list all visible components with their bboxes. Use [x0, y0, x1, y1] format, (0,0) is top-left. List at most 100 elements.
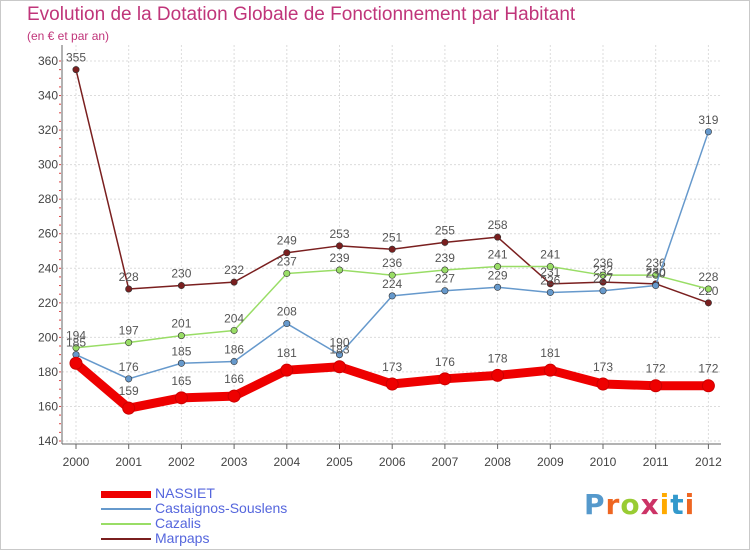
- y-tick-label: 240: [38, 261, 58, 275]
- data-point-cazalis: [177, 332, 185, 340]
- data-point-cazalis: [704, 285, 712, 293]
- data-label-castaignos-souslens: 319: [698, 113, 718, 127]
- data-label-castaignos-souslens: 227: [593, 272, 613, 286]
- data-point-nassiet: [333, 360, 346, 374]
- legend-swatch-cazalis: [101, 523, 151, 526]
- data-label-castaignos-souslens: 208: [277, 305, 297, 319]
- data-label-cazalis: 236: [646, 256, 666, 270]
- data-label-cazalis: 237: [277, 254, 297, 268]
- logo-letter: P: [584, 488, 606, 521]
- y-tick-label: 220: [38, 296, 58, 310]
- data-point-cazalis: [494, 263, 502, 271]
- data-label-nassiet: 183: [329, 343, 349, 357]
- data-label-nassiet: 176: [435, 355, 455, 369]
- data-label-cazalis: 236: [593, 256, 613, 270]
- legend-label-cazalis: Cazalis: [155, 515, 201, 531]
- data-label-marpaps: 231: [540, 265, 560, 279]
- logo-letter: t: [670, 488, 685, 521]
- data-label-marpaps: 230: [171, 267, 191, 281]
- x-tick-label: 2000: [63, 455, 90, 469]
- data-label-castaignos-souslens: 230: [646, 267, 666, 281]
- data-point-nassiet: [122, 401, 136, 415]
- data-point-nassiet: [543, 363, 557, 377]
- logo-letter: o: [620, 488, 641, 521]
- data-label-castaignos-souslens: 227: [435, 272, 455, 286]
- data-point-castaignos-souslens: [335, 351, 343, 359]
- data-point-cazalis: [441, 266, 449, 274]
- data-point-nassiet: [438, 372, 452, 386]
- data-label-cazalis: 194: [66, 329, 86, 343]
- data-label-castaignos-souslens: 185: [66, 336, 86, 350]
- data-label-nassiet: 159: [119, 384, 139, 398]
- x-tick-label: 2011: [643, 455, 669, 469]
- proxiti-logo[interactable]: Proxiti: [584, 488, 695, 521]
- legend-item-marpaps[interactable]: Marpaps: [101, 531, 287, 546]
- data-point-cazalis: [388, 271, 396, 279]
- data-point-nassiet: [280, 363, 294, 377]
- legend-item-nassiet[interactable]: NASSIET: [101, 486, 287, 501]
- data-point-castaignos-souslens: [599, 287, 607, 295]
- data-label-castaignos-souslens: 190: [329, 336, 349, 350]
- legend-item-cazalis[interactable]: Cazalis: [101, 516, 287, 531]
- data-label-marpaps: 258: [488, 218, 508, 232]
- data-point-marpaps: [546, 280, 554, 288]
- data-label-castaignos-souslens: 229: [488, 268, 508, 282]
- data-point-marpaps: [125, 285, 133, 293]
- x-tick-label: 2002: [168, 455, 195, 469]
- data-point-castaignos-souslens: [546, 288, 554, 296]
- data-point-marpaps: [441, 238, 449, 246]
- data-label-nassiet: 173: [382, 360, 402, 374]
- chart-subtitle: (en € et par an): [27, 29, 110, 43]
- y-tick-label: 360: [38, 54, 58, 68]
- data-label-marpaps: 232: [224, 263, 244, 277]
- legend-label-nassiet: NASSIET: [155, 485, 215, 501]
- legend-item-castaignos-souslens[interactable]: Castaignos-Souslens: [101, 501, 287, 516]
- data-label-cazalis: 201: [171, 317, 191, 331]
- data-point-nassiet: [174, 391, 188, 405]
- legend-swatch-marpaps: [101, 538, 151, 541]
- data-label-cazalis: 241: [488, 248, 508, 262]
- data-point-nassiet: [596, 377, 610, 391]
- data-label-cazalis: 204: [224, 311, 244, 325]
- data-label-castaignos-souslens: 186: [224, 343, 244, 357]
- data-point-marpaps: [72, 66, 80, 74]
- data-point-castaignos-souslens: [177, 359, 185, 367]
- data-label-nassiet: 172: [646, 362, 666, 376]
- data-point-nassiet: [649, 379, 663, 393]
- data-point-cazalis: [72, 344, 80, 352]
- data-label-nassiet: 172: [698, 362, 718, 376]
- x-tick-label: 2008: [484, 455, 511, 469]
- x-tick-label: 2005: [326, 455, 353, 469]
- plot-area: [62, 45, 721, 444]
- x-tick-label: 2007: [432, 455, 459, 469]
- x-tick-label: 2009: [537, 455, 564, 469]
- y-tick-label: 160: [38, 399, 58, 413]
- data-point-marpaps: [599, 278, 607, 286]
- y-tick-label: 140: [38, 434, 58, 448]
- data-label-nassiet: 181: [277, 346, 297, 360]
- x-tick-label: 2006: [379, 455, 406, 469]
- data-label-cazalis: 228: [698, 270, 718, 284]
- y-tick-label: 180: [38, 365, 58, 379]
- logo-letter: i: [684, 488, 696, 521]
- x-tick-label: 2004: [273, 455, 300, 469]
- y-tick-label: 340: [38, 89, 58, 103]
- data-point-marpaps: [494, 233, 502, 241]
- legend-swatch-nassiet: [101, 490, 151, 498]
- data-point-cazalis: [125, 339, 133, 347]
- data-label-marpaps: 251: [382, 230, 402, 244]
- data-point-castaignos-souslens: [125, 375, 133, 383]
- data-label-nassiet: 173: [593, 360, 613, 374]
- y-tick-label: 320: [38, 123, 58, 137]
- data-point-castaignos-souslens: [494, 283, 502, 291]
- data-point-cazalis: [335, 266, 343, 274]
- x-tick-label: 2012: [695, 455, 722, 469]
- data-point-cazalis: [546, 263, 554, 271]
- data-point-castaignos-souslens: [704, 128, 712, 136]
- data-point-castaignos-souslens: [283, 320, 291, 328]
- data-label-castaignos-souslens: 224: [382, 277, 402, 291]
- data-label-marpaps: 232: [593, 263, 613, 277]
- data-point-marpaps: [177, 282, 185, 290]
